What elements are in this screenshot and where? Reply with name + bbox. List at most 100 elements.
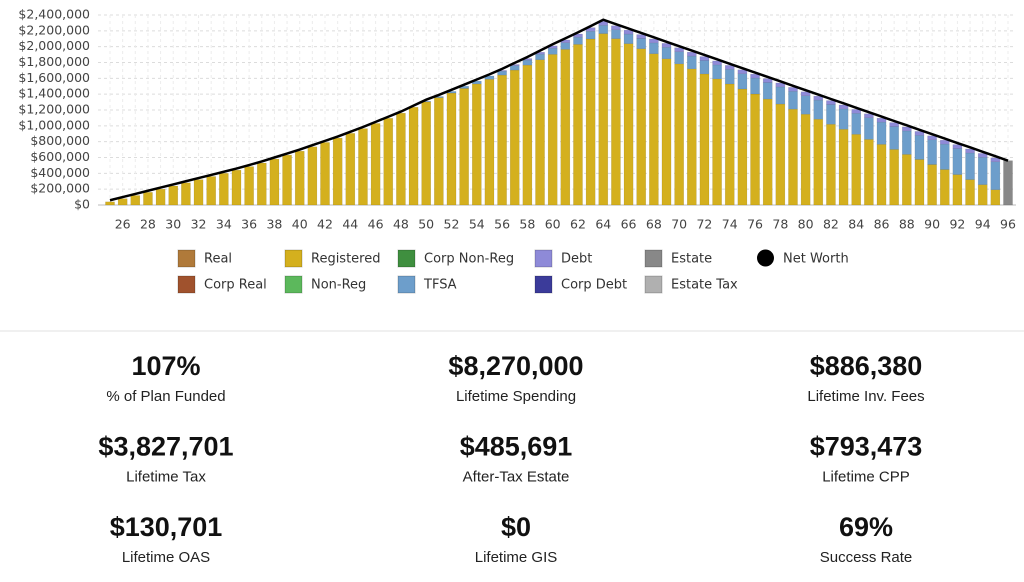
bar-segment	[560, 49, 571, 206]
y-tick-label: $1,800,000	[18, 54, 90, 69]
y-tick-label: $600,000	[30, 149, 90, 164]
x-tick-label: 58	[519, 217, 535, 232]
bar-segment	[762, 82, 773, 100]
bar-segment	[484, 75, 495, 80]
legend-swatch	[284, 249, 303, 268]
bar-segment	[699, 60, 710, 75]
legend-swatch	[397, 275, 416, 294]
stat-label: Lifetime CPP	[822, 468, 910, 485]
bar-segment	[902, 130, 912, 155]
bar-segment	[560, 42, 571, 50]
bar-segment	[775, 103, 786, 206]
y-tick-label: $200,000	[30, 181, 90, 196]
x-tick-label: 60	[545, 217, 561, 232]
bar-segment	[497, 74, 507, 206]
x-tick-label: 92	[949, 217, 965, 232]
bar-segment	[598, 33, 609, 206]
bar-segment	[838, 128, 849, 206]
bar-segment	[990, 157, 1001, 163]
y-tick-label: $2,000,000	[18, 38, 90, 53]
bar-segment	[876, 121, 887, 145]
bar-segment	[117, 198, 128, 206]
bar-segment	[889, 122, 899, 127]
bar-segment	[699, 73, 710, 206]
y-tick-label: $2,200,000	[18, 22, 90, 37]
y-tick-label: $1,200,000	[18, 102, 90, 117]
bar-segment	[345, 133, 356, 206]
legend-label: Corp Real	[204, 278, 267, 293]
bar-segment	[838, 108, 849, 130]
bar-segment	[193, 179, 204, 206]
legend-swatch	[757, 249, 774, 267]
bar-segment	[952, 148, 963, 175]
bar-segment	[927, 164, 937, 206]
legend-label: Corp Non-Reg	[424, 252, 514, 267]
legend-label: Net Worth	[783, 252, 849, 267]
bar-segment	[686, 55, 697, 70]
x-tick-label: 42	[317, 217, 333, 232]
bar-segment	[775, 82, 786, 88]
bar-segment	[636, 48, 647, 206]
bar-segment	[737, 88, 748, 206]
x-tick-label: 38	[266, 217, 282, 232]
stat-value: $130,701	[110, 512, 223, 542]
legend-swatch	[397, 249, 416, 268]
bar-segment	[611, 25, 621, 30]
bar-segment	[219, 173, 229, 206]
bar-segment	[269, 158, 280, 206]
bar-segment	[661, 58, 672, 206]
x-tick-label: 34	[216, 217, 232, 232]
stat-label: Success Rate	[820, 549, 913, 566]
stat-value: $8,270,000	[448, 351, 583, 381]
bar-segment	[573, 36, 583, 45]
stat-value: 107%	[131, 351, 200, 381]
bar-segment	[977, 184, 988, 206]
stat-label: Lifetime Spending	[456, 388, 576, 405]
bar-segment	[434, 97, 444, 206]
bar-segment	[712, 60, 722, 66]
bar-segment	[939, 169, 950, 206]
bar-segment	[851, 113, 862, 135]
bar-segment	[1003, 160, 1013, 206]
x-tick-label: 50	[418, 217, 434, 232]
bar-segment	[105, 201, 115, 206]
legend-swatch	[534, 249, 553, 268]
x-tick-label: 32	[191, 217, 207, 232]
y-tick-label: $800,000	[30, 133, 90, 148]
legend-swatch	[177, 275, 196, 294]
bar-segment	[775, 86, 786, 105]
legend-label: Non-Reg	[311, 278, 366, 293]
bar-segment	[939, 139, 950, 145]
x-tick-label: 44	[342, 217, 358, 232]
net-worth-line	[109, 18, 1009, 202]
legend-swatch	[644, 249, 663, 268]
bar-segment	[408, 106, 419, 206]
bar-segment	[509, 65, 520, 71]
stat-value: 69%	[839, 512, 893, 542]
y-tick-label: $1,000,000	[18, 117, 90, 132]
bar-segment	[762, 78, 773, 83]
x-tick-label: 84	[848, 217, 864, 232]
bar-segment	[383, 118, 394, 206]
bar-segment	[712, 78, 722, 206]
bar-segment	[421, 101, 432, 206]
bar-segment	[623, 33, 634, 44]
x-tick-label: 72	[696, 217, 712, 232]
bar-segment	[864, 117, 874, 140]
bar-segment	[977, 157, 988, 185]
bar-segment	[522, 59, 533, 66]
bar-segment	[965, 148, 975, 154]
bar-segment	[332, 137, 343, 206]
bar-segment	[914, 131, 925, 136]
x-tick-label: 46	[368, 217, 384, 232]
bar-segment	[636, 34, 647, 39]
bar-segment	[623, 29, 634, 35]
legend-label: Debt	[561, 252, 592, 267]
x-tick-label: 90	[924, 217, 940, 232]
bar-segment	[649, 38, 659, 44]
bar-segment	[914, 159, 925, 206]
x-tick-label: 64	[595, 217, 611, 232]
bar-segment	[788, 108, 798, 206]
bar-segment	[762, 98, 773, 206]
